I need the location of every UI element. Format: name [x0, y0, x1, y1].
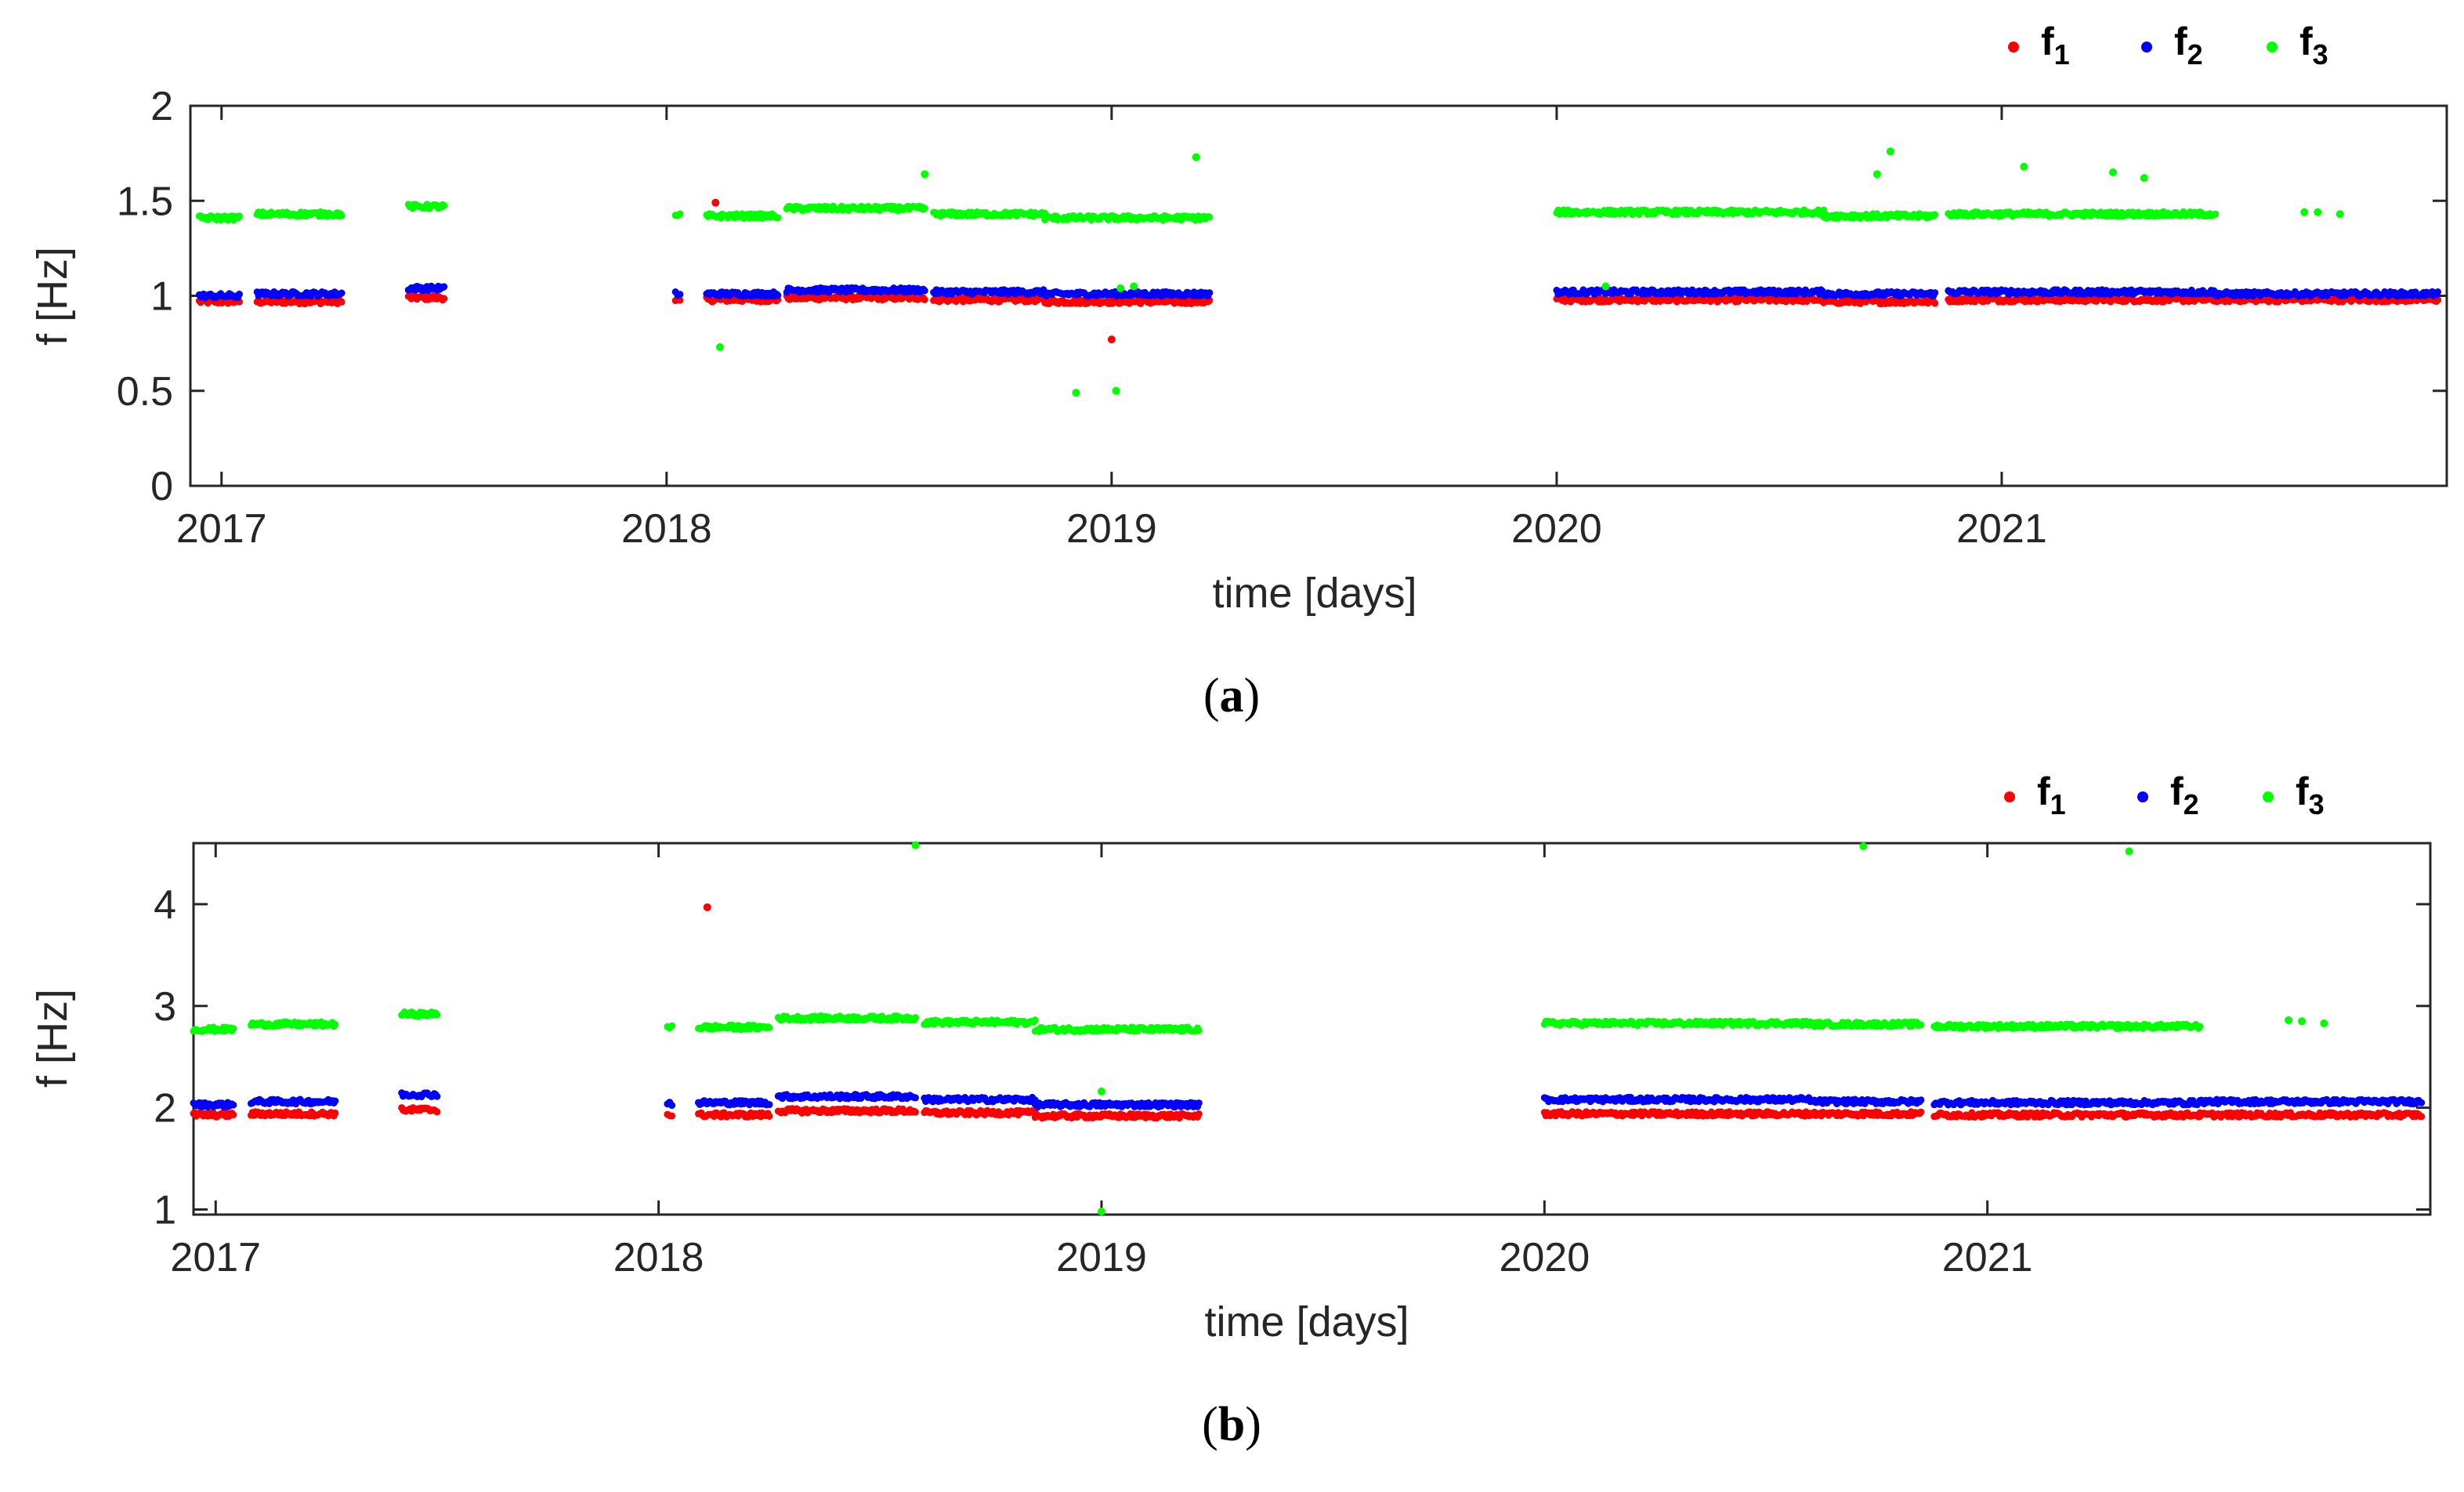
f1-point — [338, 298, 346, 306]
panel-a-data-points — [195, 147, 2442, 397]
f3-outlier-point — [1192, 153, 1200, 161]
y-tick-label: 1.5 — [117, 179, 173, 224]
legend-f2-marker — [2141, 42, 2152, 53]
x-tick-label: 2019 — [1066, 506, 1157, 552]
f3-outlier-point — [2314, 208, 2322, 216]
f3-outlier-point — [1112, 386, 1120, 395]
f3-outlier-point — [2140, 174, 2148, 183]
y-tick-label: 0.5 — [117, 369, 173, 415]
panel-a-y-axis-label: f [Hz] — [29, 247, 76, 346]
f3-outlier-point — [2020, 162, 2028, 171]
legend-f1-label: f1 — [2041, 20, 2070, 71]
f2-point — [1931, 289, 1939, 297]
legend-f3-marker — [2267, 42, 2278, 53]
legend-f2-marker — [2137, 791, 2148, 802]
f1-point — [921, 296, 928, 303]
f2-point — [1195, 1099, 1203, 1107]
f3-point — [676, 210, 684, 218]
f3-point — [774, 214, 782, 222]
legend-f1-marker — [2004, 791, 2015, 802]
legend-f3-label: f3 — [2299, 20, 2328, 71]
f3-outlier-point — [921, 170, 929, 179]
f1-point — [2418, 1113, 2426, 1121]
f3-point — [440, 201, 448, 209]
y-tick-label: 0 — [150, 464, 173, 509]
series-f2 — [195, 282, 2442, 302]
x-tick-label: 2021 — [1956, 506, 2047, 552]
legend-f1-marker — [2008, 42, 2019, 53]
f3-point — [1206, 213, 1214, 221]
y-tick-label: 2 — [150, 84, 173, 129]
f3-outlier-point — [1130, 282, 1138, 291]
x-tick-label: 2020 — [1511, 506, 1602, 552]
f2-point — [774, 292, 782, 299]
y-tick-label: 1 — [154, 1188, 176, 1233]
f2-point — [676, 291, 684, 299]
f2-point — [338, 289, 346, 297]
x-tick-label: 2017 — [170, 1235, 261, 1280]
y-tick-label: 1 — [150, 274, 173, 320]
f1-point — [433, 1108, 441, 1116]
x-tick-label: 2020 — [1499, 1235, 1590, 1280]
panel-a-caption: (a) — [1203, 669, 1260, 722]
panel-a-x-ticks: 2017 2018 2019 2020 2021 — [176, 106, 2047, 552]
f1-point — [765, 1113, 773, 1120]
x-tick-label: 2018 — [613, 1235, 704, 1280]
f1-point — [1931, 299, 1939, 307]
f2-point — [236, 290, 243, 298]
x-tick-label: 2017 — [176, 506, 267, 552]
f1-point — [440, 295, 448, 302]
y-tick-label: 4 — [154, 882, 176, 928]
f2-point — [433, 1092, 441, 1100]
f3-outlier-point — [1872, 170, 1881, 179]
f2-point — [1206, 289, 1214, 297]
f1-outlier-point — [1107, 335, 1116, 344]
x-tick-label: 2021 — [1942, 1235, 2033, 1280]
f2-point — [2434, 288, 2442, 295]
f3-outlier-point — [2108, 168, 2117, 176]
panel-a-y-ticks: 0 0.5 1 1.5 2 — [117, 84, 2447, 509]
f3-point — [338, 212, 346, 219]
f2-point — [230, 1101, 237, 1109]
f2-point — [921, 287, 928, 295]
f1-point — [1917, 1108, 1925, 1116]
f3-outlier-point — [1072, 389, 1080, 397]
f1-point — [331, 1109, 339, 1117]
f3-outlier-point — [2336, 210, 2344, 219]
f3-outlier-point — [1116, 284, 1125, 292]
panel-a-x-axis-label: time [days] — [1212, 570, 1417, 617]
f2-point — [912, 1094, 919, 1102]
f2-point — [668, 1102, 676, 1110]
f3-point — [236, 212, 243, 220]
y-tick-label: 3 — [154, 984, 176, 1030]
legend-f2-label: f2 — [2174, 20, 2203, 71]
y-tick-label: 2 — [154, 1086, 176, 1132]
f3-outlier-point — [715, 342, 724, 351]
panel-a-chart: f1 f2 f3 00.511.52 2017 2018 2019 2020 2021 … — [29, 20, 2448, 722]
f1-outlier-point — [711, 198, 720, 207]
panel-a-legend: f1 f2 f3 — [2008, 20, 2328, 71]
f3-point — [921, 205, 928, 212]
f1-point — [912, 1108, 919, 1116]
f1-point — [230, 1111, 237, 1119]
f3-outlier-point — [2300, 208, 2309, 216]
x-tick-label: 2018 — [621, 506, 712, 552]
f2-point — [440, 283, 448, 291]
f3-outlier-point — [1886, 147, 1894, 156]
f2-point — [331, 1097, 339, 1105]
legend-f3-marker — [2263, 791, 2274, 802]
f3-point — [2212, 210, 2220, 218]
f1-point — [668, 1112, 676, 1120]
f1-point — [1195, 1110, 1203, 1117]
f3-outlier-point — [1601, 282, 1610, 291]
x-tick-label: 2019 — [1056, 1235, 1147, 1280]
f2-point — [765, 1101, 773, 1109]
f3-point — [1931, 211, 1939, 219]
